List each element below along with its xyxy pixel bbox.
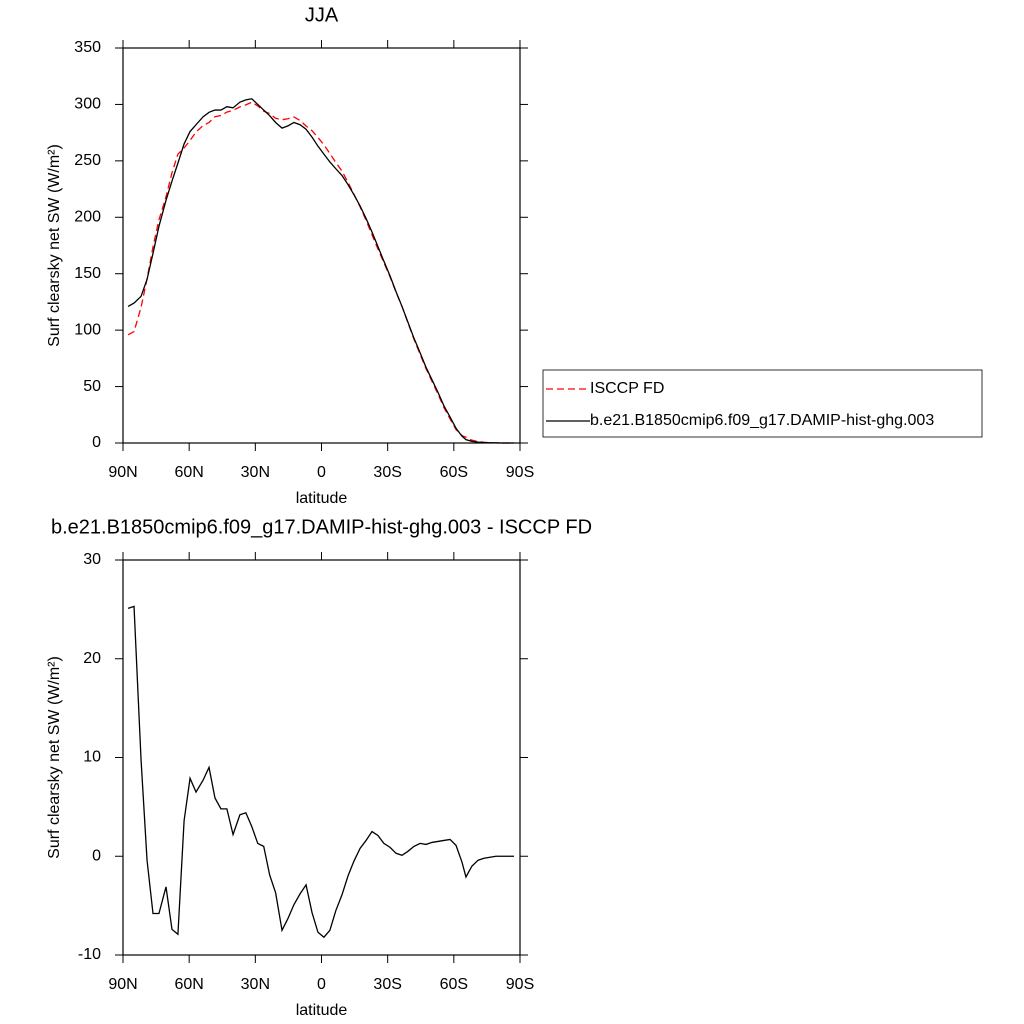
x-tick-label: 0 [317, 464, 326, 481]
data-line [127, 98, 515, 444]
y-tick-label: 150 [74, 265, 101, 282]
y-tick-label: -10 [78, 946, 101, 963]
x-tick-label: 90N [108, 464, 137, 481]
plot-frame [122, 559, 521, 956]
x-tick-label: 30N [241, 464, 270, 481]
y-tick-label: 350 [74, 39, 101, 56]
x-axis-label: latitude [296, 490, 348, 507]
x-tick-label: 60N [174, 464, 203, 481]
y-tick-label: 30 [83, 551, 101, 568]
x-tick-label: 30S [373, 464, 401, 481]
x-tick-label: 0 [317, 976, 326, 993]
y-tick-label: 0 [92, 847, 101, 864]
legend-label: ISCCP FD [590, 380, 664, 397]
y-tick-label: 200 [74, 209, 101, 226]
x-tick-label: 60S [440, 976, 468, 993]
y-tick-label: 10 [83, 749, 101, 766]
y-tick-label: 250 [74, 152, 101, 169]
y-tick-label: 50 [83, 378, 101, 395]
legend-label: b.e21.B1850cmip6.f09_g17.DAMIP-hist-ghg.… [590, 412, 934, 429]
x-tick-label: 90S [506, 976, 534, 993]
x-tick-label: 60S [440, 464, 468, 481]
y-axis-label: Surf clearsky net SW (W/m²) [46, 144, 63, 347]
x-axis-label: latitude [296, 1002, 348, 1019]
y-tick-label: 0 [92, 434, 101, 451]
y-axis-label: Surf clearsky net SW (W/m²) [46, 656, 63, 859]
x-tick-label: 30N [241, 976, 270, 993]
data-line [127, 101, 515, 444]
y-tick-label: 300 [74, 96, 101, 113]
x-tick-label: 90N [108, 976, 137, 993]
legend-frame [542, 369, 983, 438]
y-tick-label: 100 [74, 321, 101, 338]
chart-title: b.e21.B1850cmip6.f09_g17.DAMIP-hist-ghg.… [51, 516, 592, 538]
x-tick-label: 30S [373, 976, 401, 993]
chart-title: JJA [305, 4, 339, 26]
x-tick-label: 60N [174, 976, 203, 993]
plot-frame [122, 47, 521, 444]
y-tick-label: 20 [83, 650, 101, 667]
data-line [127, 605, 515, 939]
x-tick-label: 90S [506, 464, 534, 481]
